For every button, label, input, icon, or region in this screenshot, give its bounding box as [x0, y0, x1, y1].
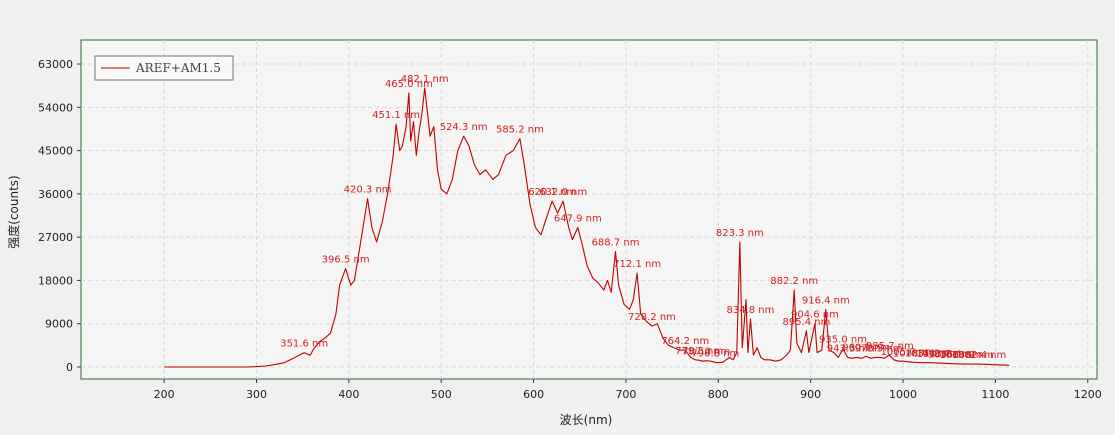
plot-area: [80, 39, 1098, 380]
x-tick-label: 200: [154, 388, 175, 401]
peak-label: 1068.9 nm: [940, 350, 994, 361]
peak-label: 895.4 nm: [782, 317, 830, 328]
peak-label: 451.1 nm: [372, 110, 420, 121]
x-axis-title: 波长(nm): [560, 413, 613, 427]
y-tick-label: 54000: [38, 101, 73, 114]
x-tick-label: 400: [338, 388, 359, 401]
x-tick-label: 1100: [981, 388, 1009, 401]
x-tick-label: 500: [431, 388, 452, 401]
y-tick-label: 18000: [38, 274, 73, 287]
peak-label: 985.7 nm: [866, 341, 914, 352]
peak-label: 351.6 nm: [280, 339, 328, 350]
peak-label: 396.5 nm: [322, 254, 370, 265]
x-tick-label: 600: [523, 388, 544, 401]
y-tick-label: 36000: [38, 188, 73, 201]
x-tick-label: 1200: [1074, 388, 1102, 401]
y-tick-label: 45000: [38, 145, 73, 158]
peak-label: 620.1 nm: [528, 187, 576, 198]
x-tick-label: 900: [800, 388, 821, 401]
axes: 200 300 400 500 600 700 800 900 1000 1100 1200 0 900…: [38, 58, 1102, 401]
x-tick-label: 700: [615, 388, 636, 401]
peak-label: 1043.7 nm: [916, 349, 970, 360]
peak-label: 524.3 nm: [440, 122, 488, 133]
peak-label: 823.3 nm: [716, 228, 764, 239]
y-tick-label: 63000: [38, 58, 73, 71]
y-tick-label: 27000: [38, 231, 73, 244]
peak-label: 1005.0 nm: [881, 347, 935, 358]
peak-label: 882.2 nm: [770, 276, 818, 287]
peak-label: 647.9 nm: [554, 214, 602, 225]
peak-label: 420.3 nm: [344, 185, 392, 196]
peak-label: 465.0 nm: [385, 79, 433, 90]
peak-label: 904.6 nm: [791, 310, 839, 321]
x-tick-label: 1000: [889, 388, 917, 401]
peak-label: 585.2 nm: [496, 125, 544, 136]
x-tick-label: 800: [708, 388, 729, 401]
peak-label: 712.1 nm: [613, 259, 661, 270]
peak-label: 688.7 nm: [592, 238, 640, 249]
peak-label: 960.1 nm: [842, 342, 890, 353]
peak-label: 787.0 nm: [682, 347, 730, 358]
peak-label: 779.3 nm: [675, 346, 723, 357]
series-line: [164, 87, 1010, 368]
peak-label: 482.1 nm: [401, 74, 449, 85]
peak-label: 1056.1 nm: [928, 350, 982, 361]
peak-label: 764.2 nm: [661, 336, 709, 347]
peak-label: 935.0 nm: [819, 335, 867, 346]
y-tick-label: 9000: [45, 318, 73, 331]
legend-label: AREF+AM1.5: [135, 61, 221, 75]
peak-label: 973.5 nm: [855, 343, 903, 354]
peak-label: 728.2 nm: [628, 312, 676, 323]
peak-label: 1018.4 nm: [893, 349, 947, 360]
x-tick-label: 300: [246, 388, 267, 401]
series-layer: [164, 87, 1010, 368]
legend: AREF+AM1.5: [94, 55, 234, 81]
peak-label: 943.3 nm: [827, 343, 875, 354]
peak-label: 1031.2 nm: [905, 349, 959, 360]
peak-label: 632.0 nm: [539, 187, 587, 198]
peak-annotations: 351.6 nm 396.5 nm 420.3 nm 451.1 nm 465.0 nm…: [280, 74, 1006, 361]
y-axis-title: 强度(counts): [6, 175, 21, 248]
peak-label: 916.4 nm: [802, 295, 850, 306]
peak-label: 796.8 nm: [691, 349, 739, 360]
peak-label: 1082.4 nm: [952, 350, 1006, 361]
peak-label: 834.8 nm: [727, 305, 775, 316]
y-tick-label: 0: [66, 361, 73, 374]
